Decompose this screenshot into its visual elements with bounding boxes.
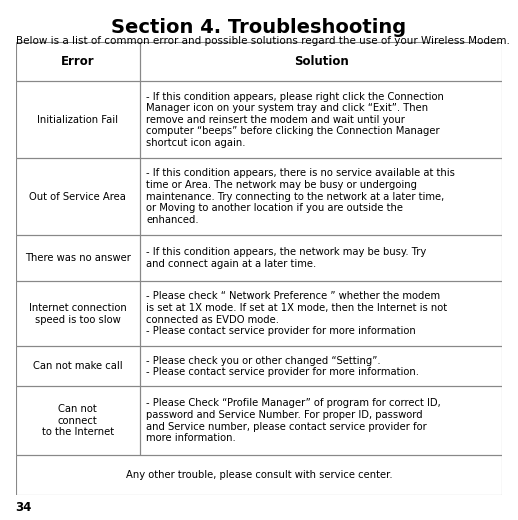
Text: - If this condition appears, please right click the Connection
Manager icon on y: - If this condition appears, please righ… [146,92,444,148]
Text: There was no answer: There was no answer [25,253,131,263]
Text: Section 4. Troubleshooting: Section 4. Troubleshooting [111,18,407,37]
Text: - Please check “ Network Preference ” whether the modem
is set at 1X mode. If se: - Please check “ Network Preference ” wh… [146,291,447,336]
Text: Out of Service Area: Out of Service Area [29,191,126,202]
Text: Internet connection
speed is too slow: Internet connection speed is too slow [28,303,126,324]
Text: Any other trouble, please consult with service center.: Any other trouble, please consult with s… [126,470,392,480]
Text: - Please check you or other changed “Setting”.
- Please contact service provider: - Please check you or other changed “Set… [146,356,419,377]
Text: - If this condition appears, the network may be busy. Try
and connect again at a: - If this condition appears, the network… [146,248,426,269]
Text: Can not
connect
to the Internet: Can not connect to the Internet [41,404,113,437]
Text: 34: 34 [16,501,32,514]
Text: Error: Error [61,55,94,68]
Text: Initialization Fail: Initialization Fail [37,115,118,125]
Text: - If this condition appears, there is no service available at this
time or Area.: - If this condition appears, there is no… [146,168,455,225]
Text: Below is a list of common error and possible solutions regard the use of your Wi: Below is a list of common error and poss… [16,36,509,46]
Text: Can not make call: Can not make call [33,361,122,371]
Text: Solution: Solution [294,55,349,68]
Text: - Please Check “Profile Manager” of program for correct ID,
password and Service: - Please Check “Profile Manager” of prog… [146,398,441,443]
